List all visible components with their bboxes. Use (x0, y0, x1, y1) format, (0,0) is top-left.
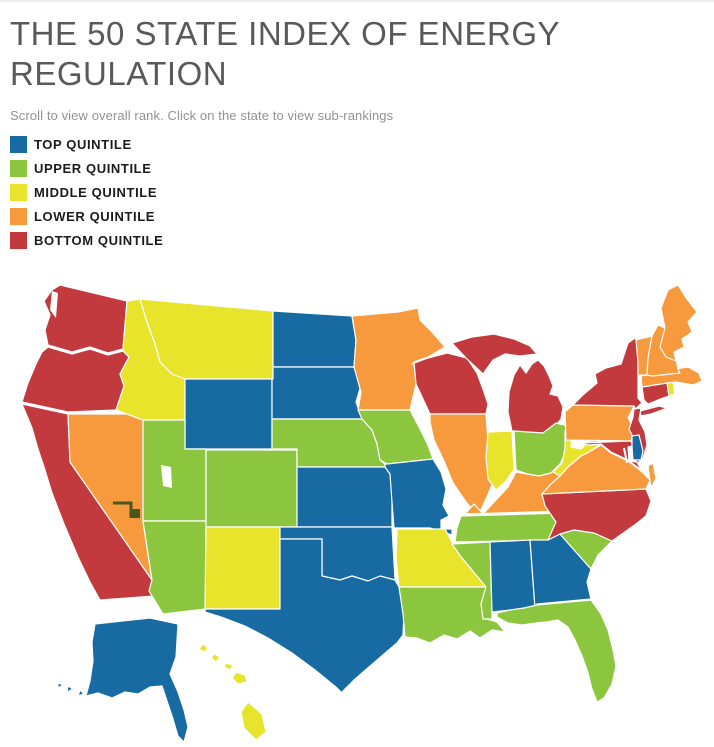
legend-item-lower: LOWER QUINTILE (10, 207, 704, 225)
header: THE 50 STATE INDEX OF ENERGY REGULATION … (0, 2, 714, 249)
state-ny[interactable]: New York (572, 337, 668, 417)
legend-swatch-middle (10, 183, 27, 201)
state-az[interactable]: Arizona (142, 520, 207, 615)
state-in[interactable]: Indiana (485, 430, 515, 491)
legend-label: BOTTOM QUINTILE (34, 232, 164, 248)
state-ri[interactable]: Rhode Island (666, 381, 676, 397)
state-tx[interactable]: Texas (204, 538, 405, 709)
state-co[interactable]: Colorado (205, 449, 298, 528)
state-de[interactable]: Delaware (631, 434, 644, 461)
state-nm[interactable]: New Mexico (204, 526, 281, 610)
state-fl[interactable]: Florida (496, 599, 617, 703)
page-subtitle: Scroll to view overall rank. Click on th… (10, 107, 394, 123)
legend: TOP QUINTILE UPPER QUINTILE MIDDLE QUINTIL… (10, 135, 704, 249)
state-hi[interactable]: Hawaii (198, 643, 267, 741)
legend-swatch-upper (10, 159, 27, 177)
map-artifact-square (131, 509, 140, 518)
state-ak[interactable]: Alaska (57, 617, 189, 743)
chesapeake-bay-water (623, 447, 628, 464)
state-nc[interactable]: North Carolina (541, 488, 652, 542)
state-nd[interactable]: North Dakota (272, 310, 357, 368)
legend-label: MIDDLE QUINTILE (34, 184, 158, 200)
legend-label: LOWER QUINTILE (34, 208, 156, 224)
state-mo[interactable]: Missouri (384, 458, 453, 536)
legend-swatch-top (10, 135, 27, 153)
state-or[interactable]: Oregon (21, 346, 130, 413)
puget-sound-water (50, 291, 58, 318)
state-sd[interactable]: South Dakota (271, 366, 363, 420)
legend-swatch-lower (10, 207, 27, 225)
legend-item-bottom: BOTTOM QUINTILE (10, 231, 704, 249)
state-ks[interactable]: Kansas (296, 466, 393, 528)
legend-swatch-bottom (10, 231, 27, 249)
page-title: THE 50 STATE INDEX OF ENERGY REGULATION (10, 15, 560, 93)
state-wy[interactable]: Wyoming (184, 378, 273, 450)
state-me[interactable]: Maine (659, 284, 698, 362)
legend-label: TOP QUINTILE (34, 136, 132, 152)
legend-item-upper: UPPER QUINTILE (10, 159, 704, 177)
state-pa[interactable]: Pennsylvania (564, 404, 635, 442)
great-salt-lake-water (161, 465, 172, 488)
legend-label: UPPER QUINTILE (34, 160, 152, 176)
legend-item-top: TOP QUINTILE (10, 135, 704, 153)
state-wi[interactable]: Wisconsin (411, 352, 489, 415)
legend-item-middle: MIDDLE QUINTILE (10, 183, 704, 201)
